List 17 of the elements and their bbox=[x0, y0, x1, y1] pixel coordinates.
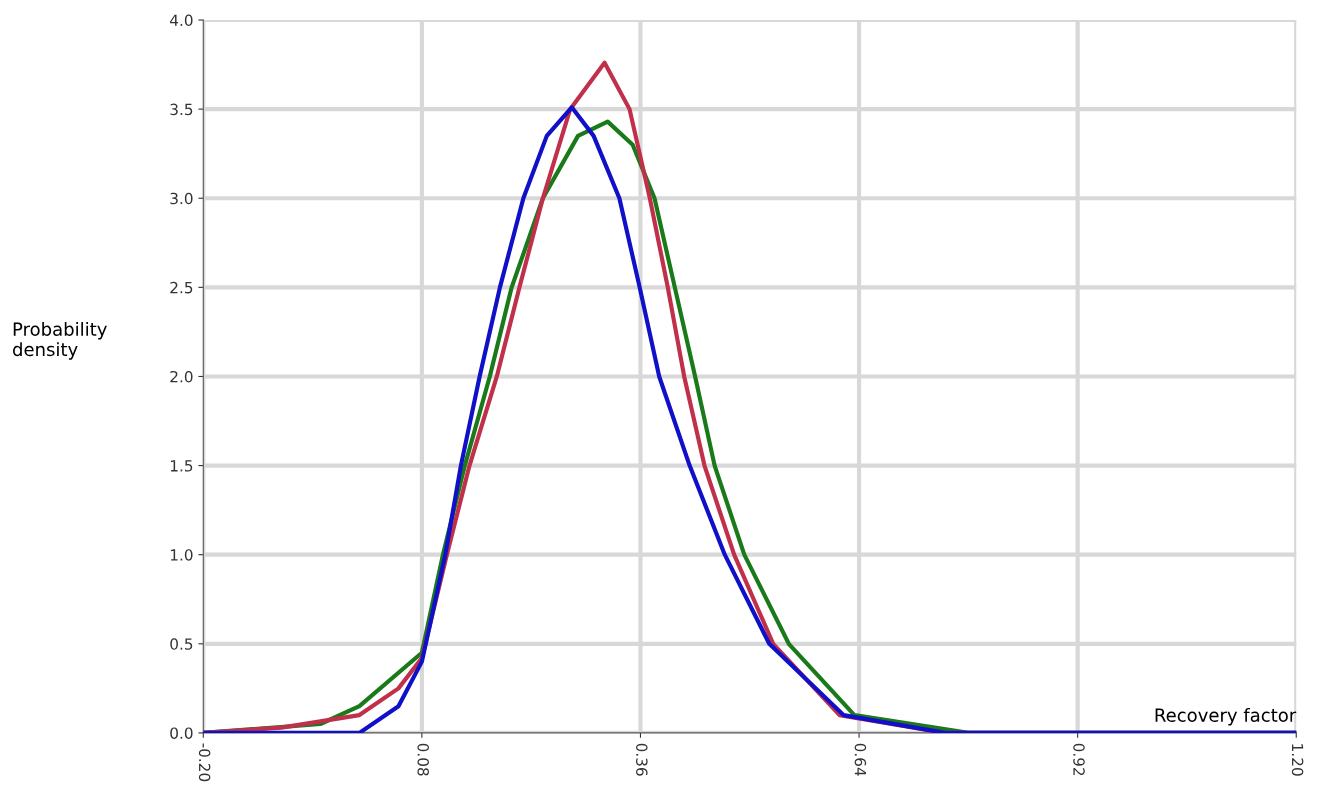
y-tick-label: 1.0 bbox=[170, 549, 193, 561]
y-tick-label: 3.5 bbox=[170, 103, 193, 116]
y-tick-label: 1.5 bbox=[170, 460, 193, 472]
y-tick-label: 2.5 bbox=[170, 281, 193, 294]
y-tick-label: 0.5 bbox=[170, 638, 193, 650]
y-tick-label: 0.0 bbox=[170, 727, 193, 739]
y-tick-label: 3.0 bbox=[170, 192, 193, 205]
x-tick-label: 0.36 bbox=[636, 743, 648, 776]
y-axis-title: Probability density bbox=[13, 321, 107, 360]
x-tick-label: 0.64 bbox=[854, 743, 867, 776]
x-tick-label: -0.20 bbox=[198, 743, 211, 782]
x-tick-label: 1.20 bbox=[1291, 744, 1304, 776]
x-tick-label: 0.08 bbox=[417, 743, 429, 776]
y-tick-label: 4.0 bbox=[170, 14, 193, 27]
x-tick-label: 0.92 bbox=[1073, 743, 1085, 776]
x-axis-title: Recovery factor bbox=[1155, 707, 1297, 726]
y-tick-label: 2.0 bbox=[170, 370, 193, 383]
